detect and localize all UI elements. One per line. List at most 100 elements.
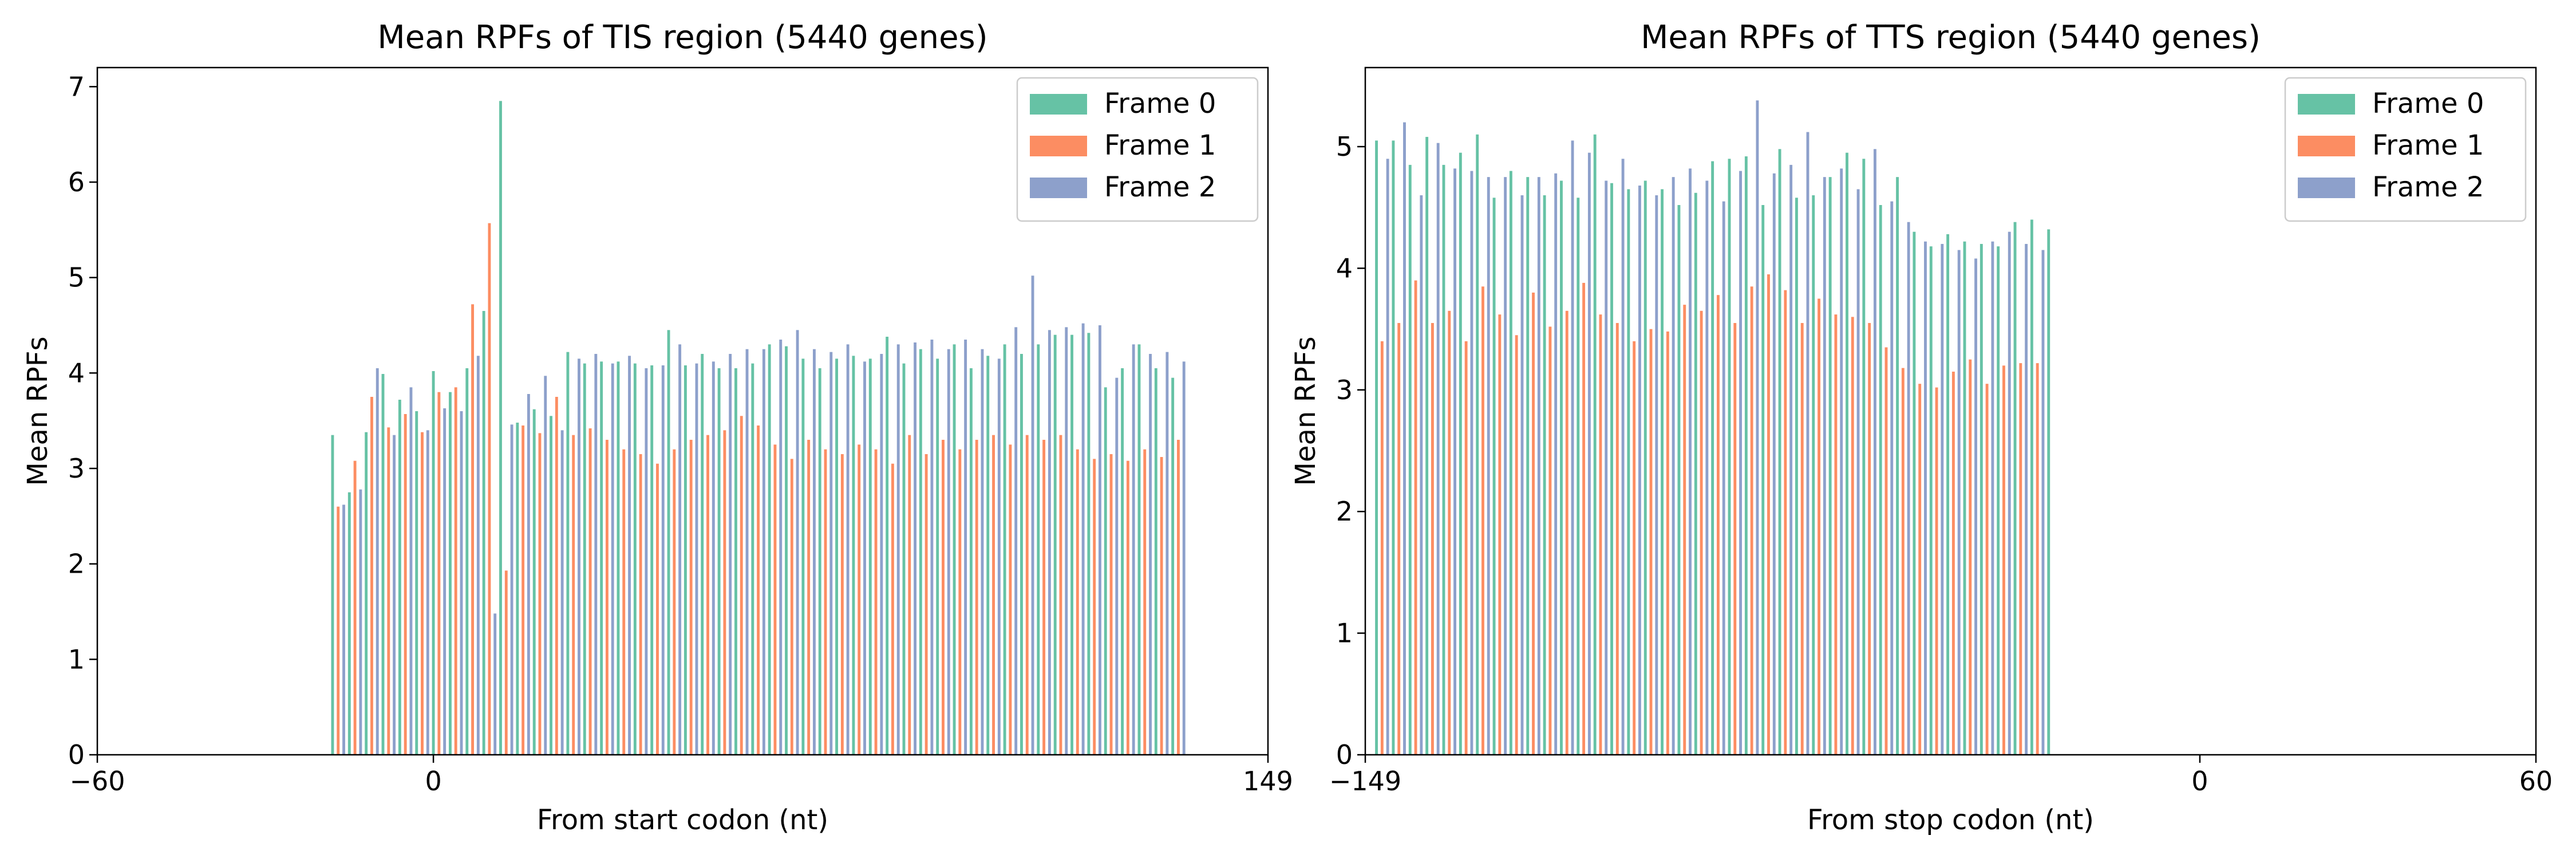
bar-frame0 xyxy=(1627,189,1630,755)
y-tick-label: 7 xyxy=(68,71,85,102)
bar-frame1 xyxy=(1716,295,1720,755)
bar-frame1 xyxy=(689,440,693,755)
bar-frame0 xyxy=(1526,177,1530,755)
bar-frame1 xyxy=(858,444,861,755)
bar-frame0 xyxy=(650,365,654,755)
bar-frame2 xyxy=(729,354,732,755)
legend: Frame 0 Frame 1 Frame 2 xyxy=(2284,77,2527,222)
legend-swatch-frame0 xyxy=(1030,94,1087,115)
x-tick-label: 149 xyxy=(1243,766,1293,797)
bar-frame0 xyxy=(751,363,754,755)
bar-frame2 xyxy=(1689,168,1692,755)
bar-frame2 xyxy=(1840,168,1843,755)
bar-frame0 xyxy=(1661,189,1664,755)
bar-frame2 xyxy=(1403,122,1406,755)
bar-frame0 xyxy=(499,101,502,755)
bar-frame2 xyxy=(1873,149,1876,755)
bar-frame2 xyxy=(1081,323,1085,755)
bar-frame2 xyxy=(560,430,564,755)
bar-frame2 xyxy=(762,349,765,755)
bar-frame1 xyxy=(1532,292,1535,755)
y-tick-label: 5 xyxy=(68,262,85,293)
bar-frame1 xyxy=(1918,384,1922,755)
bar-frame2 xyxy=(409,387,413,755)
bar-frame2 xyxy=(1099,325,1101,755)
bar-frame2 xyxy=(1165,352,1169,755)
bar-frame1 xyxy=(639,454,642,755)
bar-frame1 xyxy=(1750,286,1753,755)
y-tick-label: 3 xyxy=(1336,375,1353,405)
bar-frame1 xyxy=(757,425,760,755)
bar-frame1 xyxy=(958,449,962,755)
bar-frame0 xyxy=(1037,344,1040,755)
bar-frame2 xyxy=(376,368,379,755)
bar-frame1 xyxy=(1126,460,1129,755)
bar-frame2 xyxy=(1453,168,1456,755)
bar-frame0 xyxy=(1577,198,1580,755)
bar-frame1 xyxy=(1093,459,1096,755)
bar-frame0 xyxy=(381,374,385,755)
bar-frame1 xyxy=(1683,305,1686,755)
bar-frame0 xyxy=(1828,177,1832,755)
bar-frame1 xyxy=(773,444,777,755)
bar-frame2 xyxy=(628,356,631,755)
bar-frame1 xyxy=(404,414,407,755)
bar-frame1 xyxy=(622,449,626,755)
bar-frame2 xyxy=(1537,177,1540,755)
bar-frame1 xyxy=(1633,341,1636,755)
y-tick-label: 3 xyxy=(68,453,85,484)
bar-frame0 xyxy=(986,356,990,755)
bar-frame2 xyxy=(393,435,396,755)
bar-frame0 xyxy=(1913,231,1916,755)
bar-frame0 xyxy=(617,361,620,755)
bar-frame1 xyxy=(656,463,659,755)
bar-frame2 xyxy=(1014,327,1018,755)
bar-frame0 xyxy=(1711,161,1714,755)
bar-frame2 xyxy=(1722,201,1725,755)
bar-frame0 xyxy=(1087,333,1091,755)
bar-frame0 xyxy=(1509,171,1512,755)
bar-frame1 xyxy=(1818,298,1820,755)
bar-frame2 xyxy=(997,358,1001,755)
bar-frame0 xyxy=(852,356,855,755)
bar-frame1 xyxy=(924,454,928,755)
bar-frame0 xyxy=(1442,164,1445,755)
bar-frame2 xyxy=(1420,195,1423,755)
bar-frame0 xyxy=(1677,205,1681,755)
bar-frame1 xyxy=(1649,329,1653,755)
bar-frame1 xyxy=(1464,341,1468,755)
bar-frame2 xyxy=(1655,195,1658,755)
bar-frame0 xyxy=(347,492,351,755)
bar-frame1 xyxy=(874,449,878,755)
bar-frame0 xyxy=(1761,205,1765,755)
x-axis: −60 0 149 xyxy=(69,755,1293,797)
bar-frame2 xyxy=(964,340,967,755)
bar-frame2 xyxy=(779,340,783,755)
bar-frame0 xyxy=(2013,222,2017,755)
bar-frame2 xyxy=(1048,330,1051,755)
bar-frame0 xyxy=(1154,368,1157,755)
legend-swatch-frame0 xyxy=(2298,94,2355,115)
y-axis-label: Mean RPFs xyxy=(1290,337,1322,486)
legend-swatch-frame2 xyxy=(2298,178,2355,198)
bar-frame1 xyxy=(706,435,709,755)
bar-frame0 xyxy=(1459,152,1462,755)
y-axis: 0 1 2 3 4 5 6 7 xyxy=(68,71,97,770)
bar-frame0 xyxy=(886,337,889,755)
y-tick-label: 4 xyxy=(68,357,85,388)
bar-frame0 xyxy=(583,363,586,755)
bar-frame2 xyxy=(1924,241,1927,755)
bar-frame1 xyxy=(1615,323,1619,755)
y-tick-label: 2 xyxy=(1336,496,1353,527)
bar-frame2 xyxy=(1487,177,1490,755)
bar-frame2 xyxy=(1957,250,1961,755)
bar-frame0 xyxy=(331,435,334,755)
bar-frame1 xyxy=(1951,371,1955,755)
y-tick-label: 2 xyxy=(68,549,85,580)
bar-frame2 xyxy=(1031,275,1034,755)
bar-frame2 xyxy=(2008,231,2011,755)
bar-frame0 xyxy=(1375,140,1378,755)
bar-frame1 xyxy=(673,449,676,755)
bar-frame2 xyxy=(1504,177,1507,755)
